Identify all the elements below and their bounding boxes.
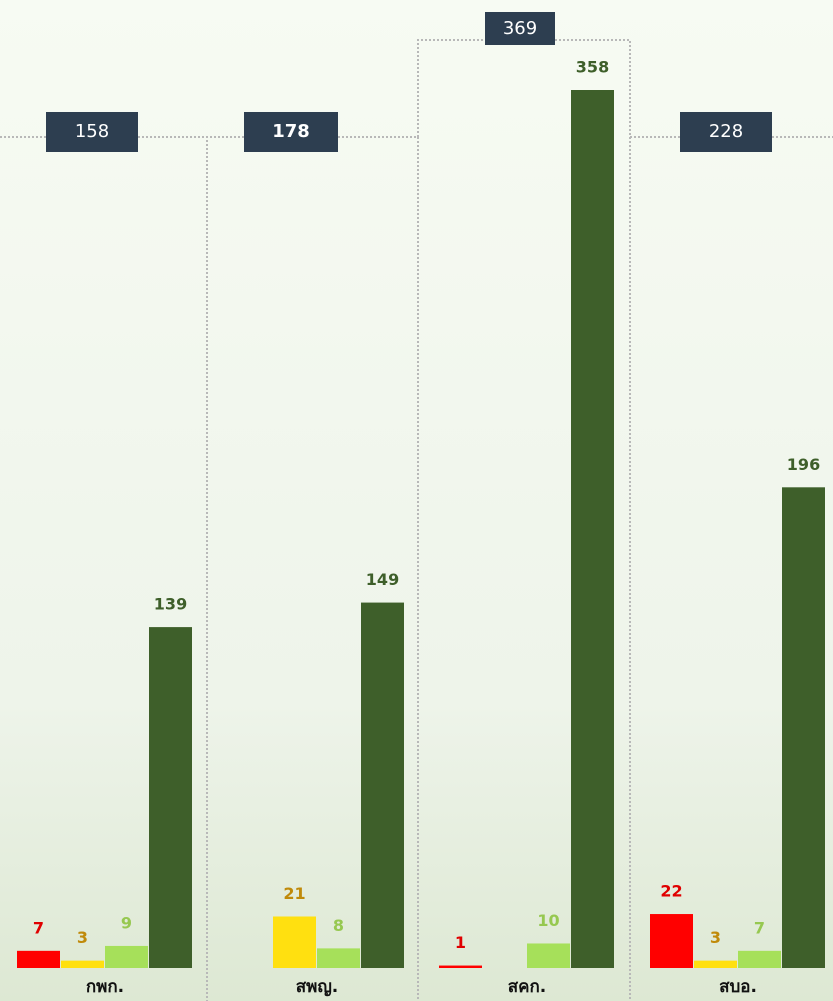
bar <box>17 950 60 968</box>
bar <box>149 627 192 968</box>
bar <box>782 487 825 968</box>
bar <box>61 960 104 968</box>
value-label: 10 <box>537 911 559 930</box>
plot: 7 3 9 139 กพก. 158 21 8 149 สพญ. 178 1 10 358 สคก. 369 2… <box>17 12 825 997</box>
bar <box>527 943 570 968</box>
category-label: สพญ. <box>296 977 339 997</box>
value-label: 7 <box>33 918 44 937</box>
total-box <box>244 112 338 152</box>
bar <box>273 916 316 968</box>
bar <box>361 602 404 968</box>
bar <box>738 950 781 968</box>
total-label: 158 <box>75 121 109 142</box>
bar <box>105 945 148 968</box>
value-label: 196 <box>787 455 820 474</box>
value-label: 3 <box>710 928 721 947</box>
total-box <box>485 12 555 45</box>
bar <box>571 90 614 968</box>
total-box <box>680 112 772 152</box>
value-label: 1 <box>455 933 466 952</box>
value-label: 149 <box>366 570 399 589</box>
bar <box>317 948 360 968</box>
dotted-frames <box>0 39 833 1001</box>
total-label: 178 <box>272 121 310 142</box>
total-label: 369 <box>503 18 537 39</box>
value-label: 3 <box>77 928 88 947</box>
value-label: 139 <box>154 595 187 614</box>
bar <box>650 914 693 968</box>
category-label: สคก. <box>508 977 547 997</box>
category-label: กพก. <box>86 977 124 997</box>
category-label: สบอ. <box>719 977 757 997</box>
value-label: 358 <box>576 58 609 77</box>
value-label: 8 <box>333 916 344 935</box>
total-label: 228 <box>709 121 743 142</box>
bar <box>439 965 482 968</box>
total-box <box>46 112 138 152</box>
value-label: 21 <box>283 884 305 903</box>
value-label: 7 <box>754 918 765 937</box>
bar <box>694 960 737 968</box>
value-label: 9 <box>121 913 132 932</box>
value-label: 22 <box>660 882 682 901</box>
